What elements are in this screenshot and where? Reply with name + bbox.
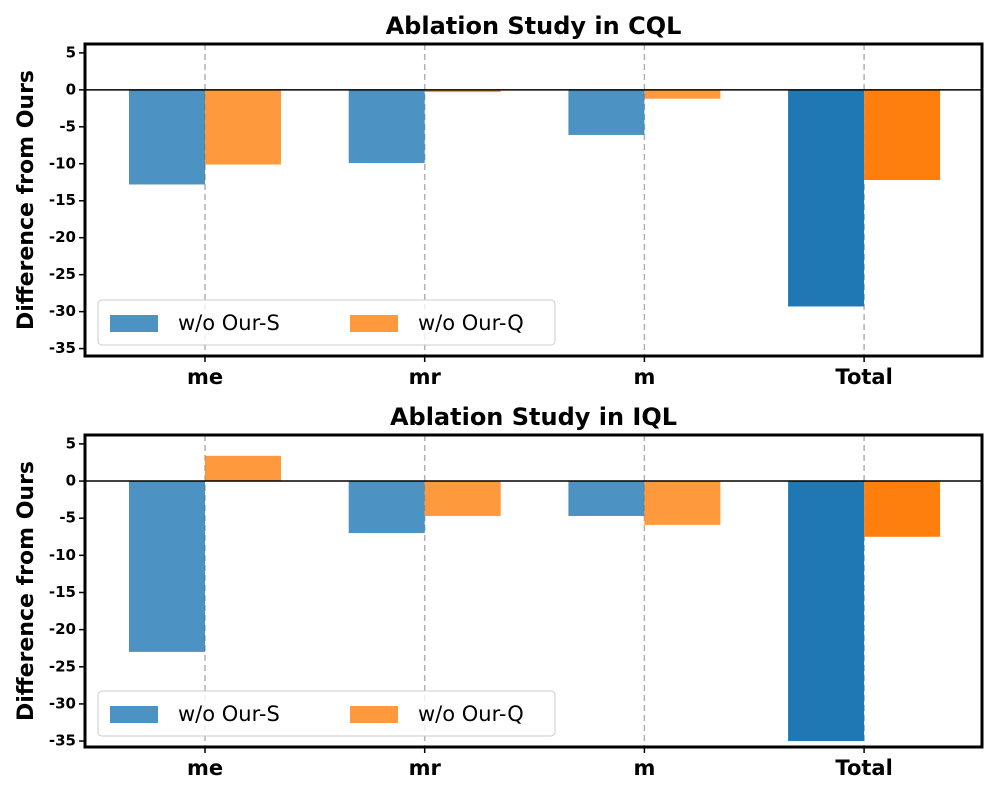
bar (205, 455, 281, 482)
x-tick-label: m (633, 756, 655, 780)
chart-title: Ablation Study in IQL (390, 403, 677, 431)
bar (424, 89, 501, 93)
legend-box (97, 690, 556, 737)
x-tick-label: me (187, 756, 223, 780)
bar (864, 89, 941, 181)
x-tick-label: mr (409, 756, 442, 780)
legend-label: w/o Our-S (178, 311, 280, 335)
y-tick-label: -25 (49, 657, 76, 675)
y-tick-label: 0 (66, 472, 76, 490)
bar (129, 481, 205, 652)
y-axis-label: Difference from Ours (14, 461, 39, 721)
x-tick-label: Total (835, 365, 892, 389)
y-tick-label: -5 (59, 117, 76, 135)
y-tick-label: -15 (49, 191, 76, 209)
y-tick-label: -35 (49, 339, 76, 357)
legend-box (97, 299, 556, 346)
y-tick-label: 5 (66, 43, 76, 61)
y-tick-label: -5 (59, 509, 76, 527)
x-tick-label: Total (835, 756, 892, 780)
x-tick-label: mr (409, 365, 442, 389)
legend-label: w/o Our-S (178, 702, 280, 726)
y-tick-label: 0 (66, 80, 76, 98)
legend-swatch (350, 315, 398, 332)
y-tick-label: -20 (49, 228, 76, 246)
plot-frame (83, 433, 984, 749)
y-tick-label: -10 (49, 546, 76, 564)
y-tick-label: -30 (49, 302, 76, 320)
legend-label: w/o Our-Q (418, 702, 524, 726)
bar (348, 89, 425, 164)
y-tick-label: -30 (49, 694, 76, 712)
y-tick-label: -15 (49, 583, 76, 601)
x-tick-label: me (187, 365, 223, 389)
bar (424, 481, 501, 516)
bar (788, 481, 865, 742)
y-tick-label: -35 (49, 732, 76, 750)
bar (129, 89, 205, 185)
bar (348, 481, 425, 534)
legend-swatch (110, 706, 158, 723)
y-tick-label: -10 (49, 154, 76, 172)
bar (644, 89, 721, 99)
bar (788, 89, 865, 307)
bar (644, 481, 721, 525)
y-tick-label: -20 (49, 620, 76, 638)
chart-title: Ablation Study in CQL (386, 12, 682, 40)
y-tick-label: -25 (49, 265, 76, 283)
bar (568, 89, 645, 135)
legend-label: w/o Our-Q (418, 311, 524, 335)
plot-frame (83, 42, 984, 358)
y-axis-label: Difference from Ours (14, 70, 39, 330)
bar (205, 89, 281, 165)
bar (864, 481, 941, 537)
bar (568, 481, 645, 516)
x-tick-label: m (633, 365, 655, 389)
y-tick-label: 5 (66, 434, 76, 452)
legend-swatch (110, 315, 158, 332)
legend-swatch (350, 706, 398, 723)
